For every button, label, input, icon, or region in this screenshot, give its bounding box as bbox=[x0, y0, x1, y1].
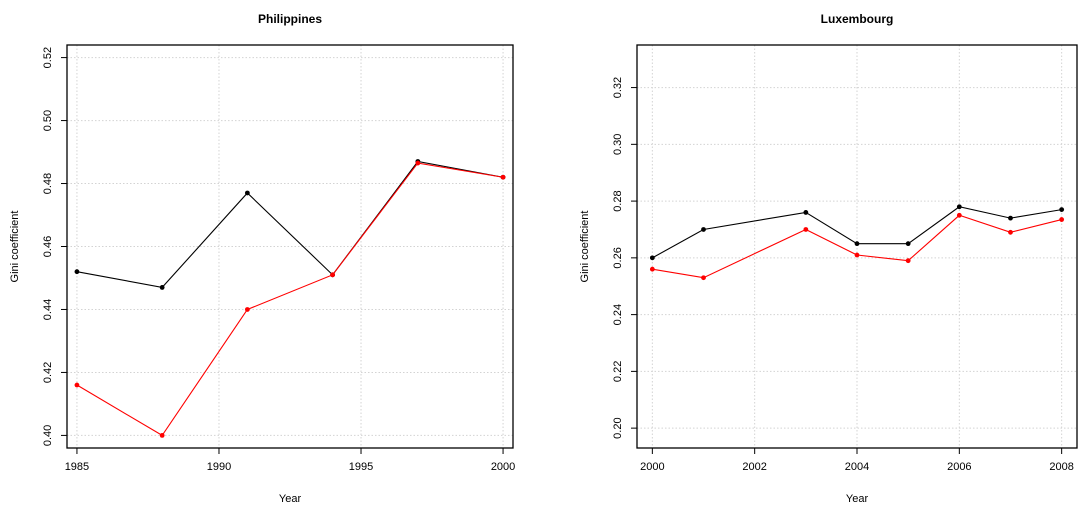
data-point bbox=[244, 190, 250, 196]
grid bbox=[637, 45, 1077, 448]
data-point bbox=[74, 269, 80, 275]
series-line-1 bbox=[652, 206, 1062, 259]
data-point bbox=[854, 241, 860, 247]
x-tick-label: 2000 bbox=[640, 461, 664, 473]
chart-title: Luxembourg bbox=[821, 12, 894, 26]
data-point bbox=[1008, 229, 1013, 235]
x-axis-label: Year bbox=[279, 493, 302, 505]
data-point bbox=[701, 227, 706, 232]
data-point bbox=[1008, 215, 1013, 221]
y-axis: 0.40 0.42 0.44 0.46 0.48 0.50 0.52 bbox=[42, 47, 67, 446]
data-point bbox=[74, 382, 80, 388]
data-point bbox=[701, 275, 706, 281]
series-group bbox=[649, 204, 1065, 281]
data-point bbox=[330, 272, 336, 278]
y-tick-label: 0.48 bbox=[42, 173, 54, 194]
x-axis: 2000 2002 2004 2006 2008 bbox=[640, 448, 1074, 473]
y-tick-label: 0.30 bbox=[612, 134, 624, 155]
series-line-1 bbox=[76, 160, 504, 289]
y-tick-label: 0.50 bbox=[42, 110, 54, 131]
x-axis: 1985 1990 1995 2000 bbox=[65, 448, 515, 473]
data-point bbox=[1059, 207, 1065, 213]
x-tick-label: 1995 bbox=[349, 461, 373, 473]
series-group bbox=[74, 159, 506, 438]
data-point bbox=[956, 204, 962, 210]
data-point bbox=[803, 227, 809, 232]
chart-panel-luxembourg: 2000 2002 2004 2006 2008 0.200.220.240.260.2… bbox=[579, 12, 1078, 505]
data-point bbox=[803, 210, 809, 215]
y-tick-label: 0.32 bbox=[612, 77, 624, 98]
y-tick-label: 0.40 bbox=[42, 425, 54, 446]
data-point bbox=[1059, 217, 1065, 222]
y-tick-label: 0.44 bbox=[42, 299, 54, 320]
x-tick-label: 2006 bbox=[947, 461, 971, 473]
series-line-2 bbox=[652, 214, 1062, 279]
data-point bbox=[649, 266, 655, 272]
chart-panel-philippines: 1985 1990 1995 2000 0.40 0.42 0.44 0.46 0.48 0.5… bbox=[9, 12, 515, 505]
y-tick-label: 0.22 bbox=[612, 361, 624, 382]
chart-title: Philippines bbox=[258, 12, 322, 26]
x-tick-label: 1990 bbox=[207, 461, 231, 473]
x-tick-label: 2000 bbox=[491, 461, 515, 473]
data-point bbox=[415, 160, 421, 166]
data-point bbox=[905, 241, 911, 247]
data-point bbox=[649, 255, 655, 261]
data-point bbox=[159, 285, 165, 290]
data-point bbox=[159, 433, 165, 438]
x-tick-label: 2004 bbox=[845, 461, 869, 473]
x-tick-label: 2002 bbox=[742, 461, 766, 473]
series-line-2 bbox=[76, 162, 504, 437]
data-point bbox=[500, 174, 506, 180]
x-axis-label: Year bbox=[846, 493, 869, 505]
y-tick-label: 0.42 bbox=[42, 362, 54, 383]
x-tick-label: 2008 bbox=[1049, 461, 1073, 473]
y-axis-label: Gini coefficient bbox=[9, 211, 21, 283]
x-tick-label: 1985 bbox=[65, 461, 89, 473]
data-point bbox=[854, 252, 860, 258]
y-tick-label: 0.28 bbox=[612, 190, 624, 211]
data-point bbox=[905, 258, 911, 264]
data-point bbox=[244, 307, 250, 312]
y-tick-label: 0.52 bbox=[42, 47, 54, 68]
y-axis-label: Gini coefficient bbox=[579, 211, 591, 283]
y-tick-label: 0.26 bbox=[612, 247, 624, 268]
y-tick-label: 0.20 bbox=[612, 417, 624, 438]
grid bbox=[67, 45, 513, 448]
y-tick-label: 0.24 bbox=[612, 304, 624, 325]
y-tick-label: 0.46 bbox=[42, 236, 54, 257]
data-point bbox=[956, 212, 962, 218]
y-axis: 0.20 0.22 0.24 0.26 0.28 0.30 0.32 bbox=[612, 77, 637, 439]
